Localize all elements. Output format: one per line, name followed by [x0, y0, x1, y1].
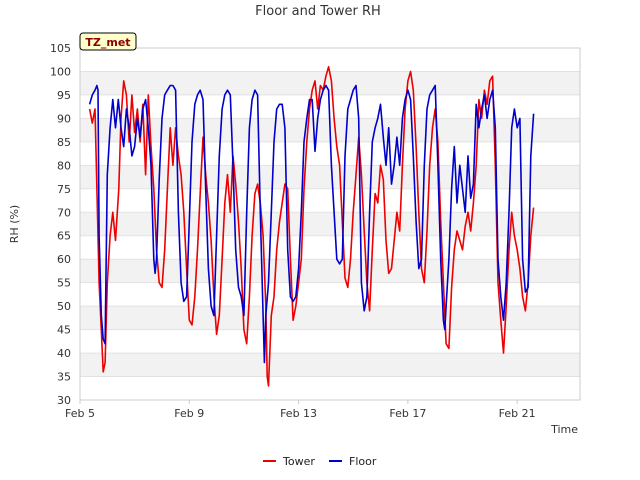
y-tick-label: 100 — [50, 65, 71, 78]
plot-band — [80, 353, 580, 377]
y-tick-label: 55 — [57, 277, 71, 290]
y-tick-label: 80 — [57, 159, 71, 172]
x-tick-label: Feb 9 — [174, 407, 204, 420]
x-tick-label: Feb 13 — [280, 407, 317, 420]
y-tick-label: 70 — [57, 206, 71, 219]
y-tick-label: 90 — [57, 112, 71, 125]
y-tick-label: 30 — [57, 394, 71, 407]
y-tick-label: 40 — [57, 347, 71, 360]
x-tick-label: Feb 5 — [65, 407, 95, 420]
plot-band — [80, 306, 580, 330]
y-tick-label: 50 — [57, 300, 71, 313]
y-axis-label: RH (%) — [8, 205, 21, 243]
y-tick-label: 65 — [57, 230, 71, 243]
y-tick-label: 95 — [57, 89, 71, 102]
chart-title: Floor and Tower RH — [255, 4, 381, 19]
legend-label-tower: Tower — [282, 455, 315, 468]
station-badge: TZ_met — [79, 32, 137, 51]
x-tick-label: Feb 21 — [499, 407, 536, 420]
plot-band — [80, 71, 580, 95]
y-tick-label: 105 — [50, 42, 71, 55]
plot-border — [79, 47, 581, 401]
y-tick-label: 85 — [57, 136, 71, 149]
x-tick-label: Feb 17 — [389, 407, 426, 420]
y-tick-label: 45 — [57, 324, 71, 337]
y-tick-label: 60 — [57, 253, 71, 266]
x-tick-labels: Feb 5 Feb 9 Feb 13 Feb 17 Feb 21 — [65, 400, 536, 420]
x-axis-label: Time — [550, 423, 578, 436]
plot-band — [80, 212, 580, 236]
legend-label-floor: Floor — [349, 455, 377, 468]
y-tick-label: 35 — [57, 371, 71, 384]
legend: Tower Floor — [263, 455, 377, 468]
y-tick-label: 75 — [57, 183, 71, 196]
plot-band — [80, 165, 580, 189]
station-badge-label: TZ_met — [85, 36, 130, 49]
series-line-floor — [88, 84, 535, 364]
plot-band — [80, 259, 580, 283]
series-lines — [88, 66, 535, 387]
series-line-tower — [88, 66, 535, 387]
y-tick-labels: 30 35 40 45 50 55 60 65 70 75 80 85 90 95 100 105 — [50, 42, 71, 407]
